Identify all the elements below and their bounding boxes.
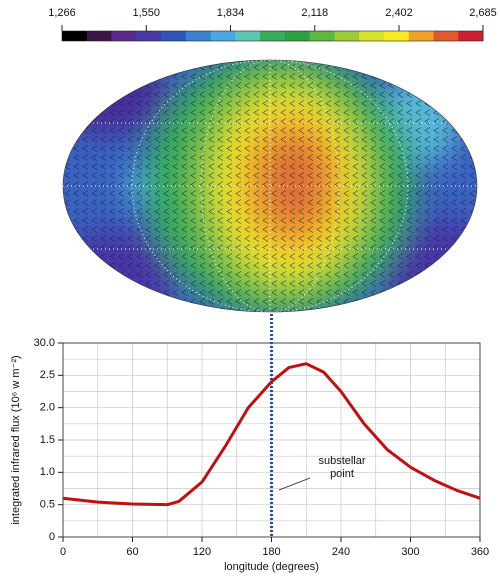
colorbar-segment: [408, 31, 434, 41]
colorbar-tick-label: 1,550: [132, 7, 160, 19]
x-tick-label: 180: [262, 546, 280, 558]
annotation-leader: [278, 477, 311, 491]
data-line: [62, 362, 481, 507]
colorbar-segment: [284, 31, 311, 41]
x-tick-label: 360: [471, 546, 489, 558]
y-tick-label: 1.0: [40, 466, 55, 478]
x-tick-label: 240: [332, 546, 350, 558]
y-axis-label: integrated infrared flux (10⁶ w m⁻²): [10, 355, 22, 524]
map-outline: [62, 59, 478, 313]
y-tick-label: 2.0: [40, 402, 55, 414]
colorbar-segment: [458, 31, 484, 41]
y-tick-label: 2.5: [40, 369, 55, 381]
colorbar-segment: [309, 31, 335, 41]
colorbar-segment: [260, 31, 286, 41]
colorbar-segment: [86, 31, 113, 41]
y-tick-label: 30.0: [34, 337, 55, 349]
colorbar-tick-label: 2,685: [469, 7, 497, 19]
annotation: substellar: [318, 455, 365, 467]
colorbar-tick-label: 1,266: [48, 7, 76, 19]
colorbar-frame: [61, 30, 484, 42]
x-tick-label: 60: [126, 546, 138, 558]
colorbar-segment: [210, 31, 236, 41]
colorbar-segment: [111, 31, 137, 41]
x-tick-label: 300: [401, 546, 419, 558]
colorbar-segment: [161, 31, 187, 41]
y-tick-label: 1.5: [40, 434, 55, 446]
y-tick-label: 0: [49, 531, 55, 543]
y-tick-label: 0.5: [40, 499, 55, 511]
annotation: point: [330, 468, 354, 480]
colorbar-tick-label: 2,118: [301, 7, 328, 19]
colorbar-segment: [235, 31, 261, 41]
colorbar-segment: [433, 31, 459, 41]
x-axis-label: longitude (degrees): [224, 561, 319, 573]
colorbar-segment: [383, 31, 410, 41]
colorbar-segment: [185, 31, 212, 41]
colorbar-segment: [136, 31, 162, 41]
x-tick-label: 0: [60, 546, 66, 558]
colorbar-segment: [359, 31, 385, 41]
colorbar-tick-label: 1,834: [217, 7, 245, 19]
colorbar-segment: [334, 31, 360, 41]
x-tick-label: 120: [193, 546, 211, 558]
colorbar-segment: [62, 31, 88, 41]
colorbar-tick-label: 2,402: [385, 7, 413, 19]
temperature-map: [63, 60, 477, 312]
